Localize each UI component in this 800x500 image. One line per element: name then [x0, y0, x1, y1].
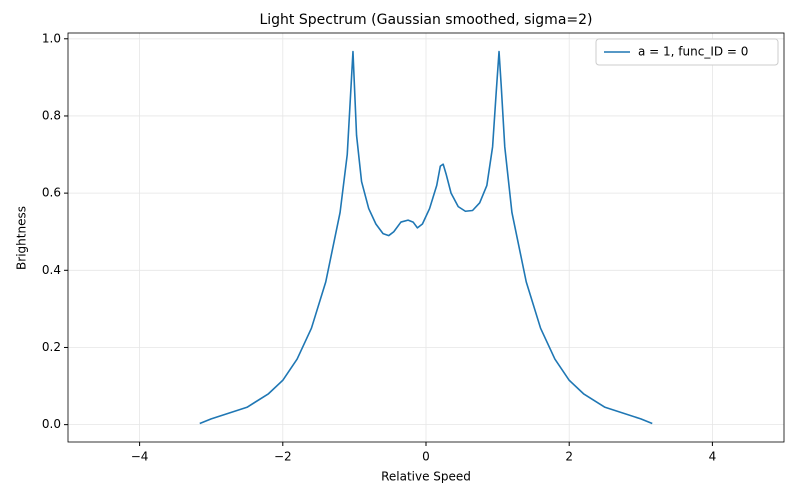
y-tick-label: 0.2 — [42, 340, 61, 354]
chart-title: Light Spectrum (Gaussian smoothed, sigma… — [259, 12, 592, 28]
x-tick-label: −4 — [131, 450, 149, 464]
x-tick-label: 4 — [709, 450, 717, 464]
x-tick-label: 0 — [422, 450, 430, 464]
y-tick-label: 0.6 — [42, 186, 61, 200]
y-tick-label: 0.0 — [42, 417, 61, 431]
x-tick-label: 2 — [565, 450, 573, 464]
legend-box — [595, 38, 779, 66]
y-axis-label: Brightness — [15, 206, 29, 270]
y-tick-label: 1.0 — [42, 31, 61, 45]
line-series — [199, 50, 653, 425]
plot-frame — [67, 32, 785, 443]
x-axis-label: Relative Speed — [381, 470, 471, 484]
legend-label: a = 1, func_ID = 0 — [638, 45, 748, 59]
x-tick-label: −2 — [274, 450, 292, 464]
y-tick-label: 0.8 — [42, 108, 61, 122]
y-tick-label: 0.4 — [42, 263, 61, 277]
